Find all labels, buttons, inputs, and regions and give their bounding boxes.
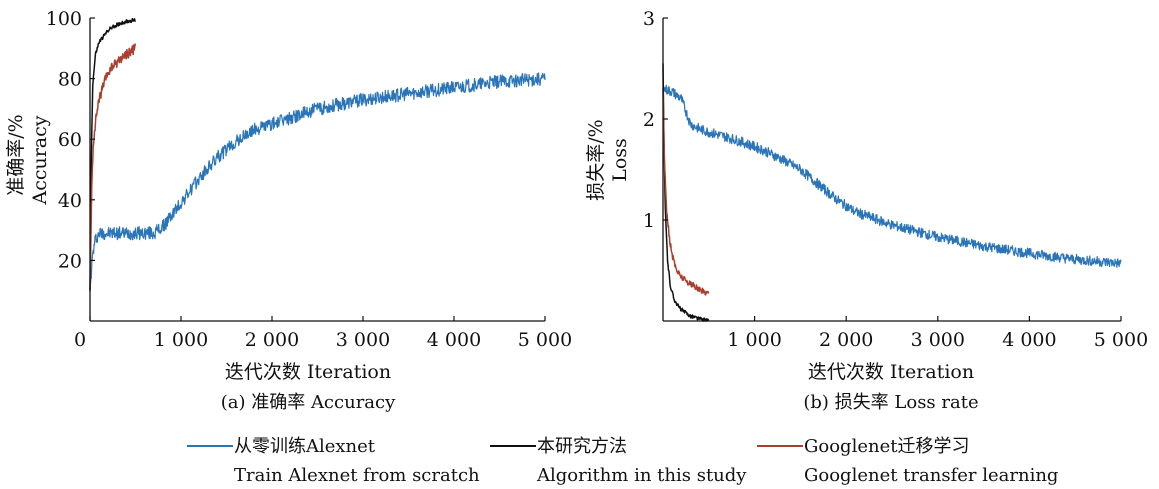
loss-ylabel-cn: 损失率/% [585,119,607,200]
loss-xtick-label: 4 000 [1002,329,1056,351]
loss-xtick-label: 1 000 [727,329,781,351]
legend-item-ours: 本研究方法 Algorithm in this study [490,436,747,486]
loss-caption: (b) 损失率 Loss rate [803,392,978,413]
loss-xlabel: 迭代次数 Iteration [808,361,974,383]
accuracy-ylabel-en: Accuracy [29,115,51,205]
loss-series-ours [662,63,710,322]
accuracy-ytick-label: 100 [46,8,82,30]
legend-label-en-googlenet: Googlenet transfer learning [804,465,1058,486]
loss-xtick-label: 2 000 [819,329,873,351]
loss-ytick-label: 1 [643,210,655,232]
accuracy-caption: (a) 准确率 Accuracy [221,392,396,413]
legend-item-scratch: 从零训练Alexnet Train Alexnet from scratch [187,436,480,486]
accuracy-xtick-label: 4 000 [427,329,481,351]
accuracy-xtick-label: 5 000 [518,329,572,351]
accuracy-xtick-label: 2 000 [245,329,299,351]
legend: 从零训练Alexnet Train Alexnet from scratch 本… [187,436,1058,486]
accuracy-ytick-label: 40 [58,190,82,212]
loss-ytick-label: 3 [643,8,655,30]
legend-label-cn-googlenet: Googlenet迁移学习 [804,436,969,457]
legend-item-googlenet: Googlenet迁移学习 Googlenet transfer learnin… [757,436,1058,486]
accuracy-xtick-label: 1 000 [154,329,208,351]
loss-xtick-label: 3 000 [911,329,965,351]
accuracy-ytick-label: 20 [58,250,82,272]
loss-series-googlenet [662,88,710,296]
loss-series-scratch [662,84,1122,268]
loss-ylabel-en: Loss [609,138,631,182]
accuracy-xtick-label: 3 000 [336,329,390,351]
accuracy-ylabel-cn: 准确率/% [5,114,27,195]
accuracy-series-googlenet [89,43,137,291]
accuracy-ytick-label: 60 [58,129,82,151]
accuracy-xtick-label: 0 [74,329,86,351]
legend-label-cn-ours: 本研究方法 [537,436,627,457]
legend-label-cn-scratch: 从零训练Alexnet [234,436,376,457]
legend-label-en-scratch: Train Alexnet from scratch [234,465,480,486]
accuracy-series-scratch [89,72,546,291]
accuracy-ytick-label: 80 [58,69,82,91]
accuracy-series-ours [89,18,137,291]
accuracy-chart: 0 1 000 2 000 3 000 4 000 5 000 20 40 60 80 100 准确… [5,8,572,413]
accuracy-xlabel: 迭代次数 Iteration [225,361,391,383]
loss-ytick-label: 2 [643,109,655,131]
loss-xtick-label: 5 000 [1094,329,1148,351]
legend-label-en-ours: Algorithm in this study [536,465,747,486]
